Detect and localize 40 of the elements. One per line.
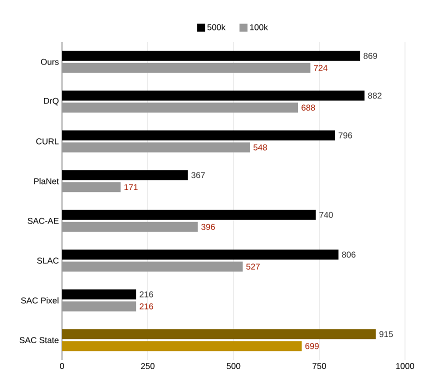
bar <box>62 222 198 232</box>
y-tick-label: DrQ <box>44 98 59 106</box>
data-label: 216 <box>140 291 154 298</box>
legend-label: 100k <box>250 24 268 30</box>
data-label: 396 <box>201 224 215 230</box>
bar <box>62 301 136 312</box>
x-tick-label: 750 <box>312 363 326 370</box>
x-tick-label: 250 <box>141 363 155 370</box>
data-label: 915 <box>379 331 393 338</box>
x-tick-label: 0 <box>60 363 64 370</box>
data-label: 869 <box>364 52 378 59</box>
data-label: 806 <box>342 252 356 258</box>
bar <box>62 262 243 272</box>
x-tick-label: 1000 <box>396 363 414 370</box>
y-tick-label: PlaNet <box>34 178 59 184</box>
x-tick-label: 500 <box>226 363 240 370</box>
data-label: 699 <box>305 343 319 350</box>
y-tick-label: SAC-AE <box>28 218 59 224</box>
y-tick-label: SLAC <box>37 258 59 264</box>
data-label: 548 <box>254 144 267 150</box>
bar <box>62 102 298 113</box>
data-label: 688 <box>302 104 315 111</box>
data-label: 724 <box>314 64 328 71</box>
bar <box>62 329 376 340</box>
data-label: 367 <box>191 172 205 178</box>
bar <box>62 62 310 73</box>
y-tick-label: SAC State <box>20 337 59 344</box>
data-label: 796 <box>338 132 352 138</box>
bar <box>62 341 302 352</box>
data-label: 527 <box>246 264 260 270</box>
data-label: 740 <box>319 212 333 218</box>
legend-label: 500k <box>207 24 226 30</box>
data-label: 171 <box>124 184 138 190</box>
data-label: 216 <box>140 303 154 310</box>
y-tick-label: CURL <box>36 138 59 144</box>
y-tick-label: SAC Pixel <box>21 297 58 304</box>
y-tick-label: Ours <box>40 58 59 65</box>
bar <box>62 182 121 192</box>
data-label: 882 <box>368 92 382 99</box>
bar <box>62 142 250 152</box>
